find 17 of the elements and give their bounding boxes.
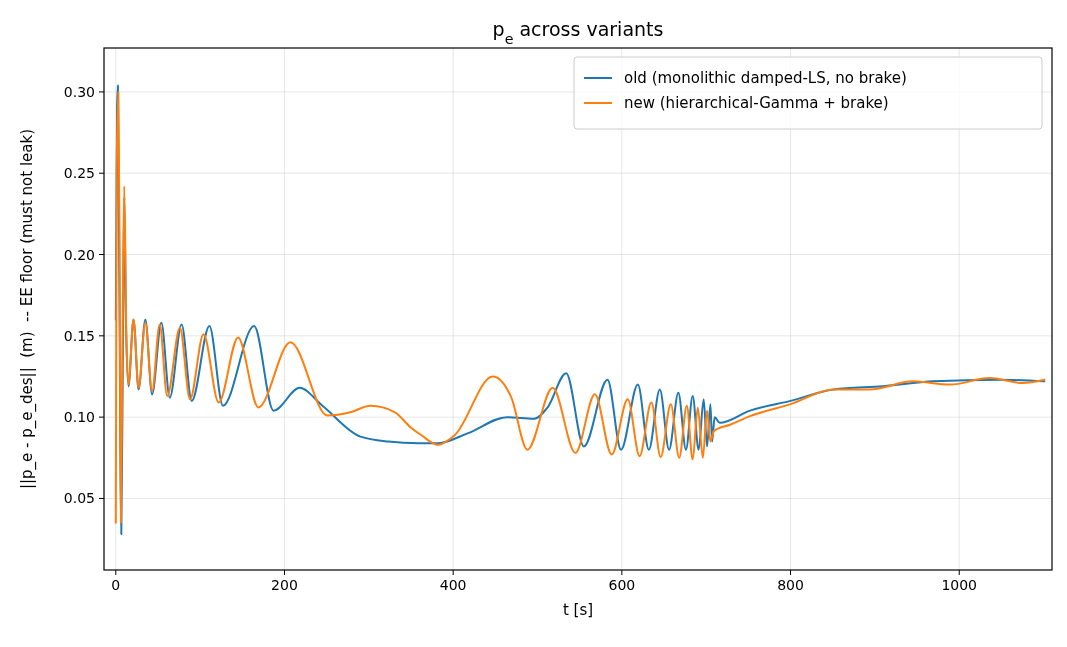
legend-label: new (hierarchical-Gamma + brake) xyxy=(624,94,889,112)
x-tick-label: 0 xyxy=(111,577,121,593)
y-tick-label: 0.20 xyxy=(63,246,95,263)
chart-title: p$_{e}$ across variants xyxy=(492,18,664,47)
x-tick-label: 200 xyxy=(271,577,298,593)
y-tick-label: 0.30 xyxy=(63,83,95,100)
y-tick-label: 0.25 xyxy=(63,165,95,182)
x-tick-label: 1000 xyxy=(941,577,978,593)
x-axis-title: t [s] xyxy=(562,601,594,619)
y-tick-label: 0.05 xyxy=(63,490,95,507)
y-tick-label: 0.10 xyxy=(63,409,95,426)
x-tick-label: 400 xyxy=(439,577,467,593)
y-axis-title: ||p_e - p_e_des|| (m) -- EE floor (must not leak) xyxy=(18,128,37,490)
x-tick-label: 800 xyxy=(777,577,804,593)
x-tick-label: 600 xyxy=(608,577,636,593)
legend-label: old (monolithic damped-LS, no brake) xyxy=(624,69,907,87)
y-tick-label: 0.15 xyxy=(63,327,95,344)
